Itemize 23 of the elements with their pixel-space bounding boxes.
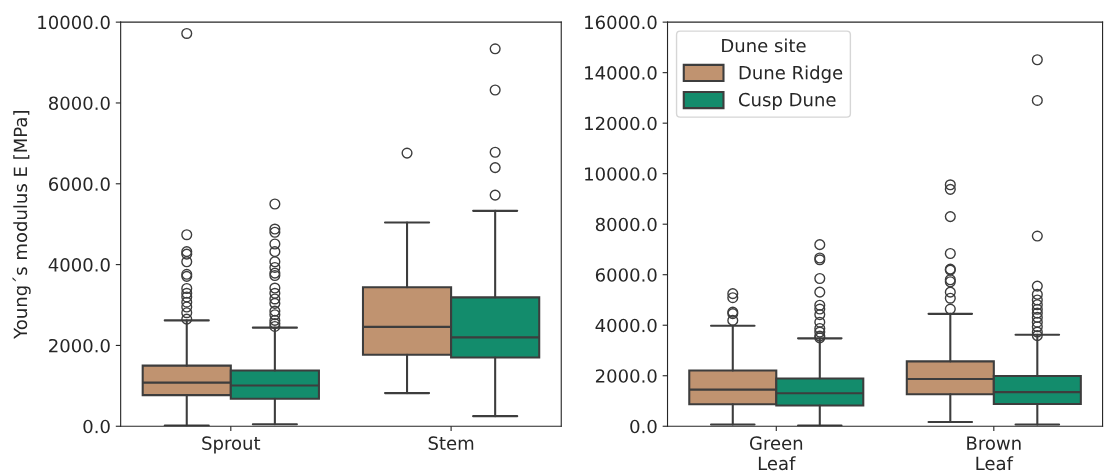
y-tick-label: 16000.0 bbox=[585, 15, 657, 30]
legend-title: Dune site bbox=[722, 38, 806, 53]
x-tick-label: Stem bbox=[428, 436, 474, 450]
y-tick-label: 8000.0 bbox=[48, 96, 110, 111]
y-tick-label: 10000.0 bbox=[38, 15, 110, 30]
x-tick-label: Sprout bbox=[202, 436, 261, 454]
y-tick-label: 0.0 bbox=[83, 419, 110, 434]
y-axis-title: Young´s modulus E [MPa] bbox=[12, 111, 31, 339]
y-tick-label: 6000.0 bbox=[49, 177, 110, 191]
y-tick-label: 4000.0 bbox=[48, 258, 110, 272]
y-tick-label: 0.0 bbox=[630, 419, 657, 434]
y-tick-label: 8000.0 bbox=[595, 217, 657, 232]
x-tick-label: Green Leaf bbox=[749, 436, 803, 471]
y-tick-label: 12000.0 bbox=[585, 116, 657, 131]
y-tick-label: 2000.0 bbox=[49, 338, 110, 353]
y-tick-label: 4000.0 bbox=[595, 318, 657, 333]
y-tick-label: 6000.0 bbox=[595, 268, 657, 282]
legend-label: Cusp Dune bbox=[738, 92, 836, 110]
y-tick-label: 14000.0 bbox=[585, 66, 657, 80]
y-tick-label: 2000.0 bbox=[595, 369, 657, 383]
legend-label: Dune Ridge bbox=[739, 65, 843, 83]
y-tick-label: 10000.0 bbox=[585, 167, 657, 181]
x-tick-label: Brown Leaf bbox=[967, 436, 1021, 471]
